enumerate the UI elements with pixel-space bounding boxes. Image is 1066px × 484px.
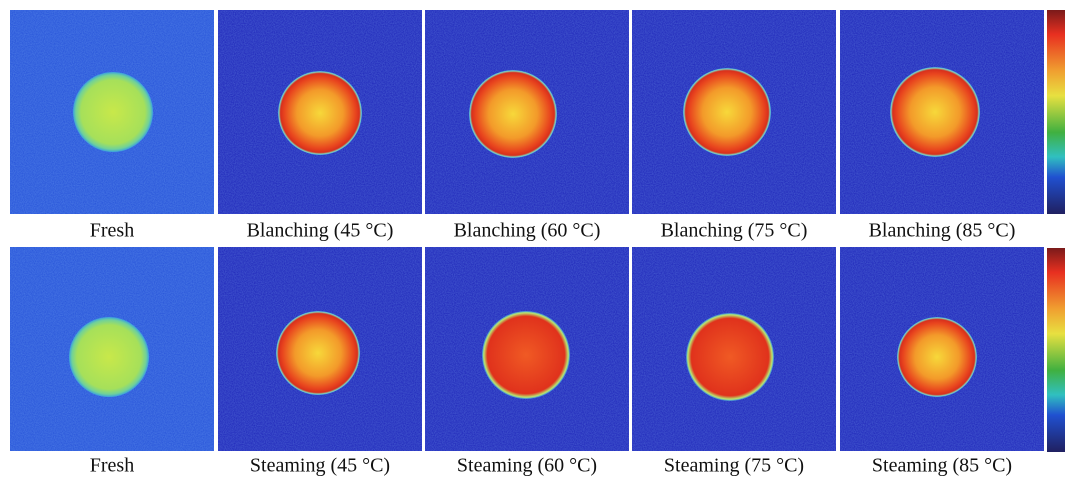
sample-disc xyxy=(897,317,977,397)
panel-label: Steaming (75 °C) xyxy=(664,455,804,477)
panel-label: Blanching (45 °C) xyxy=(247,220,394,242)
panel-label: Fresh xyxy=(90,455,134,477)
sample-disc xyxy=(73,72,153,152)
sample-disc xyxy=(686,313,774,401)
colorbar xyxy=(1047,10,1065,214)
colorbar xyxy=(1047,248,1065,452)
panel-label: Steaming (45 °C) xyxy=(250,455,390,477)
sample-disc xyxy=(278,71,362,155)
panel-label: Steaming (85 °C) xyxy=(872,455,1012,477)
panel-label: Blanching (85 °C) xyxy=(869,220,1016,242)
sample-disc xyxy=(890,67,980,157)
figure: Fresh Blanching (45 °C) Blanching (60 °C) B… xyxy=(0,0,1066,484)
panel-label: Blanching (60 °C) xyxy=(454,220,601,242)
sample-disc xyxy=(482,311,570,399)
panel-label: Blanching (75 °C) xyxy=(661,220,808,242)
panel-label: Fresh xyxy=(90,220,134,242)
sample-disc xyxy=(69,317,149,397)
panel-label: Steaming (60 °C) xyxy=(457,455,597,477)
sample-disc xyxy=(683,68,771,156)
sample-disc xyxy=(469,70,557,158)
sample-disc xyxy=(276,311,360,395)
